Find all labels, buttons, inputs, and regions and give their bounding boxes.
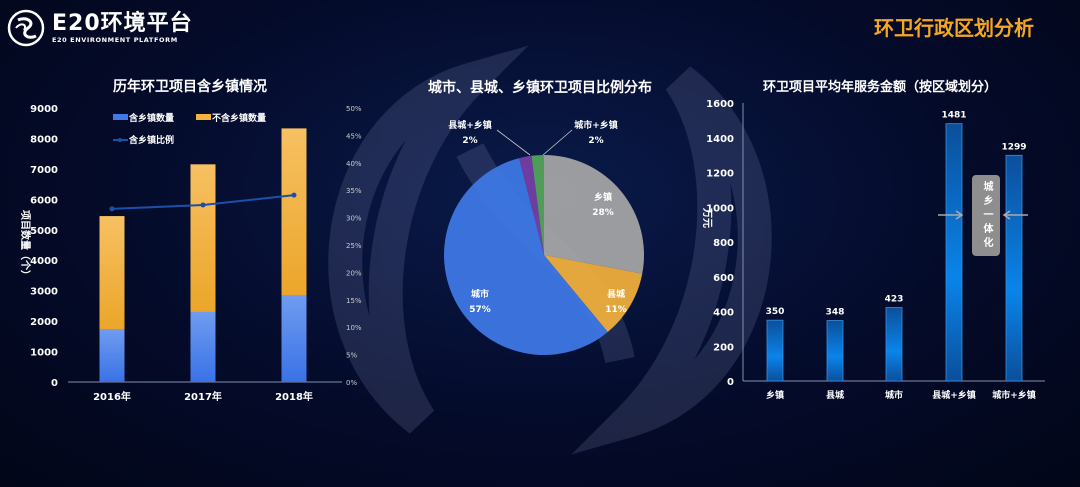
- slice-percent: 57%: [469, 305, 491, 315]
- y-tick-label: 6000: [30, 195, 58, 206]
- y-tick-label: 0: [727, 377, 734, 388]
- slice-percent: 28%: [592, 208, 614, 218]
- legend-swatch-point: [118, 138, 122, 142]
- y2-tick-label: 40%: [346, 160, 362, 168]
- chart-avg-service-amount: 环卫项目平均年服务金额（按区域划分） 0 200 400 600 800 1000 1200 1…: [701, 79, 1045, 401]
- pie-slice: [531, 155, 544, 255]
- bar-with-township: [281, 295, 307, 382]
- pie-slice: [544, 155, 644, 274]
- bar-without-township: [190, 164, 216, 312]
- bar-with-township: [190, 311, 216, 382]
- x-tick-label: 2016年: [93, 390, 131, 403]
- y-tick-label: 200: [713, 342, 734, 353]
- ratio-point: [109, 206, 115, 212]
- slice-label: 城市+乡镇: [574, 119, 618, 131]
- y-tick-label: 1600: [706, 99, 734, 110]
- bar: [945, 123, 963, 382]
- legend-swatch-orange: [196, 114, 211, 120]
- y2-tick-label: 10%: [346, 324, 362, 332]
- y-tick-label: 8000: [30, 134, 58, 145]
- y2-tick-label: 35%: [346, 187, 362, 195]
- bar: [885, 307, 903, 382]
- arrow-left-icon: [1002, 210, 1028, 220]
- logo: E20环境平台 E20 ENVIRONMENT PLATFORM: [6, 8, 193, 48]
- y-tick-label: 9000: [30, 104, 58, 115]
- bar: [766, 319, 784, 382]
- x-tick-label: 城市+乡镇: [992, 389, 1036, 401]
- data-label: 348: [826, 308, 845, 318]
- y-tick-label: 1400: [706, 134, 734, 145]
- x-tick-label: 2018年: [275, 390, 313, 403]
- y-axis-label: 项目数量（个）: [19, 210, 32, 280]
- pie-slice: [444, 158, 608, 355]
- bar: [1005, 154, 1023, 382]
- y-tick-label: 2000: [30, 317, 58, 328]
- y-tick-label: 400: [713, 308, 734, 319]
- leader-line: [496, 129, 531, 156]
- data-label: 1299: [1001, 142, 1026, 152]
- arrow-right-icon: [938, 210, 964, 220]
- slice-percent: 2%: [462, 136, 477, 146]
- y-tick-label: 800: [713, 238, 734, 249]
- bar: [826, 320, 844, 382]
- logo-main-text: E20环境平台: [52, 11, 193, 36]
- x-tick-label: 县城: [826, 389, 844, 401]
- y-tick-label: 1000: [30, 348, 58, 359]
- y2-tick-label: 50%: [346, 105, 362, 113]
- x-tick-label: 城市: [885, 389, 903, 401]
- slice-label: 城市: [471, 288, 489, 300]
- chart-title: 环卫项目平均年服务金额（按区域划分）: [763, 79, 997, 95]
- y-tick-label: 5000: [30, 226, 58, 237]
- ratio-point: [291, 192, 297, 198]
- chart-title: 城市、县城、乡镇环卫项目比例分布: [428, 79, 652, 96]
- y2-tick-label: 45%: [346, 132, 362, 140]
- y2-tick-label: 0%: [346, 379, 357, 387]
- y2-tick-label: 25%: [346, 242, 362, 250]
- slice-label: 县城+乡镇: [448, 119, 492, 131]
- legend-label: 含乡镇比例: [128, 134, 174, 146]
- y-tick-label: 0: [51, 378, 58, 389]
- y2-tick-label: 20%: [346, 269, 362, 277]
- legend-label: 不含乡镇数量: [212, 112, 266, 124]
- legend-label: 含乡镇数量: [128, 112, 174, 124]
- pie-slice: [544, 255, 643, 333]
- urban-rural-integration-annotation: 城乡一体化: [972, 175, 1000, 256]
- pie-slice: [519, 155, 544, 255]
- slice-percent: 11%: [605, 305, 627, 315]
- leader-line: [542, 129, 573, 156]
- y-axis-label: 万元: [701, 207, 713, 228]
- slice-label: 县城: [607, 288, 625, 300]
- data-label: 350: [766, 307, 785, 317]
- y-tick-label: 1000: [706, 203, 734, 214]
- e20-logo-icon: [7, 9, 45, 47]
- y2-tick-label: 5%: [346, 352, 357, 360]
- data-label: 423: [885, 295, 904, 305]
- bar-with-township: [99, 329, 125, 382]
- legend-swatch-blue: [113, 114, 128, 120]
- x-tick-label: 2017年: [184, 390, 222, 403]
- chart-title: 历年环卫项目含乡镇情况: [113, 78, 267, 95]
- y2-tick-label: 15%: [346, 297, 362, 305]
- ratio-point: [200, 202, 206, 208]
- slice-percent: 2%: [588, 136, 603, 146]
- y-tick-label: 3000: [30, 287, 58, 298]
- page-title: 环卫行政区划分析: [874, 16, 1034, 40]
- data-label: 1481: [941, 111, 966, 121]
- y-tick-label: 7000: [30, 165, 58, 176]
- bar-without-township: [281, 128, 307, 296]
- y-tick-label: 4000: [30, 256, 58, 267]
- x-tick-label: 县城+乡镇: [932, 389, 976, 401]
- x-tick-label: 乡镇: [766, 389, 784, 401]
- y-tick-label: 1200: [706, 169, 734, 180]
- y-tick-label: 600: [713, 273, 734, 284]
- slice-label: 乡镇: [594, 191, 612, 203]
- y2-tick-label: 30%: [346, 215, 362, 223]
- bar-without-township: [99, 216, 125, 330]
- chart-project-counts: 历年环卫项目含乡镇情况 0 1000 2000 3000 4000 5000 6000 7000…: [19, 78, 362, 403]
- logo-sub-text: E20 ENVIRONMENT PLATFORM: [52, 36, 178, 44]
